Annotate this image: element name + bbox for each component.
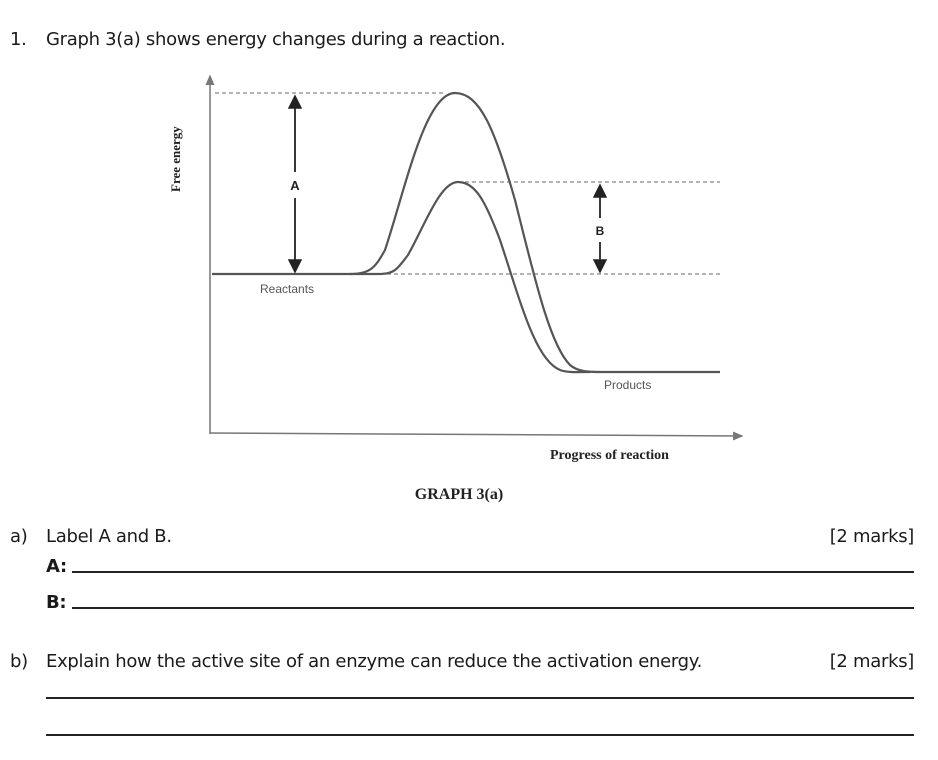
part-a-text: Label A and B. bbox=[46, 526, 172, 547]
part-b-letter: b) bbox=[10, 651, 28, 672]
reactants-label: Reactants bbox=[260, 282, 314, 296]
part-b-marks: [2 marks] bbox=[829, 651, 915, 672]
part-a-marks: [2 marks] bbox=[829, 526, 915, 547]
x-axis bbox=[209, 431, 744, 441]
y-axis-label: Free energy bbox=[168, 126, 183, 192]
answer-b-label: B: bbox=[46, 592, 67, 613]
part-b-text: Explain how the active site of an enzyme… bbox=[46, 651, 703, 672]
answer-a-line[interactable] bbox=[72, 571, 914, 573]
arrow-a-label: A bbox=[290, 178, 300, 193]
arrow-b-label: B bbox=[596, 224, 605, 238]
answer-b-line[interactable] bbox=[72, 607, 914, 609]
answer-line-2[interactable] bbox=[46, 734, 914, 736]
question-number: 1. bbox=[10, 29, 27, 50]
question-text: Graph 3(a) shows energy changes during a… bbox=[46, 29, 506, 50]
energy-graph: A B Reactants Products Progress of react… bbox=[168, 74, 744, 503]
part-a-letter: a) bbox=[10, 526, 28, 547]
answer-a-label: A: bbox=[46, 556, 67, 577]
x-axis-label: Progress of reaction bbox=[550, 448, 669, 463]
answer-line-1[interactable] bbox=[46, 697, 914, 699]
uncatalysed-curve bbox=[212, 91, 720, 374]
graph-caption: GRAPH 3(a) bbox=[415, 486, 503, 503]
products-label: Products bbox=[604, 378, 651, 392]
catalysed-curve bbox=[350, 180, 591, 374]
